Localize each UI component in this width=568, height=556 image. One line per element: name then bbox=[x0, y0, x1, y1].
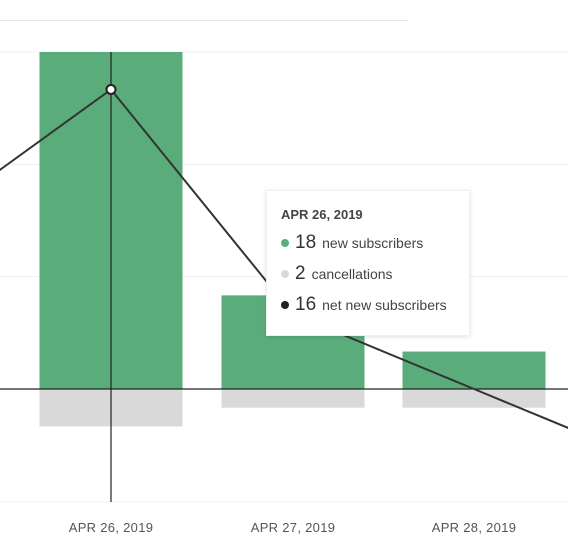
tooltip-label: net new subscribers bbox=[322, 297, 447, 313]
new-subscribers-dot-icon bbox=[281, 239, 289, 247]
tooltip-date: APR 26, 2019 bbox=[281, 207, 363, 222]
x-tick-label: APR 26, 2019 bbox=[69, 520, 154, 535]
tooltip-label: new subscribers bbox=[322, 235, 424, 251]
tooltip-label: cancellations bbox=[311, 266, 393, 282]
x-tick-label: APR 28, 2019 bbox=[432, 520, 517, 535]
x-tick-label: APR 27, 2019 bbox=[251, 520, 336, 535]
tooltip-value: 2 bbox=[295, 263, 306, 284]
cancellations-bar[interactable] bbox=[221, 389, 365, 408]
top-divider bbox=[0, 20, 408, 21]
net-new-subscribers-dot-icon bbox=[281, 301, 289, 309]
net-new-subscribers-point[interactable] bbox=[105, 83, 117, 95]
cancellations-bar[interactable] bbox=[402, 389, 546, 408]
tooltip-value: 16 bbox=[295, 294, 317, 315]
hover-tooltip: APR 26, 2019 18 new subscribers 2 cancel… bbox=[266, 190, 470, 336]
cancellations-dot-icon bbox=[281, 270, 289, 278]
tooltip-row-net-new-subscribers: 16 net new subscribers bbox=[281, 294, 455, 325]
tooltip-row-cancellations: 2 cancellations bbox=[281, 263, 455, 294]
tooltip-value: 18 bbox=[295, 232, 317, 253]
tooltip-row-new-subscribers: 18 new subscribers bbox=[281, 232, 455, 263]
new-subscribers-bar[interactable] bbox=[402, 351, 546, 389]
